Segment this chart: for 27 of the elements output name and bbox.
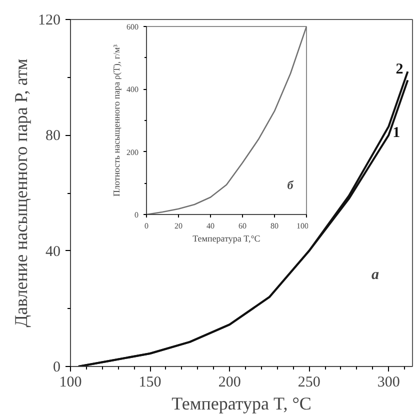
x-tick-label: 40 <box>206 222 214 230</box>
x-tick-label: 250 <box>298 374 320 390</box>
x-tick-label: 300 <box>377 374 400 390</box>
annotation: б <box>287 178 294 192</box>
x-tick-label: 20 <box>174 222 182 230</box>
y-axis-title: Плотность насыщенного пара ρ(T), г/м³ <box>112 44 122 196</box>
series-label: 1 <box>392 125 400 142</box>
y-tick-label: 600 <box>126 22 138 32</box>
y-tick-label: 200 <box>126 148 138 157</box>
series-label: 2 <box>396 62 404 78</box>
y-tick-label: 40 <box>46 244 60 260</box>
y-tick-label: 80 <box>46 128 60 144</box>
y-axis-title: Давление насыщенного пара P, атм <box>11 58 31 328</box>
x-axis-title: Температура T, °C <box>172 394 312 414</box>
x-tick-label: 0 <box>144 222 148 230</box>
x-axis-title: Температура T,°C <box>192 234 260 244</box>
y-tick-label: 400 <box>126 85 138 94</box>
annotation: а <box>371 267 380 284</box>
y-tick-label: 0 <box>53 360 60 376</box>
y-tick-label: 120 <box>38 12 60 28</box>
x-tick-label: 150 <box>138 374 162 390</box>
y-tick-label: 0 <box>134 210 138 220</box>
x-tick-label: 200 <box>218 374 241 390</box>
x-tick-label: 60 <box>238 222 246 230</box>
x-tick-label: 100 <box>296 222 308 230</box>
x-tick-label: 80 <box>270 222 278 230</box>
x-tick-label: 100 <box>59 374 82 390</box>
